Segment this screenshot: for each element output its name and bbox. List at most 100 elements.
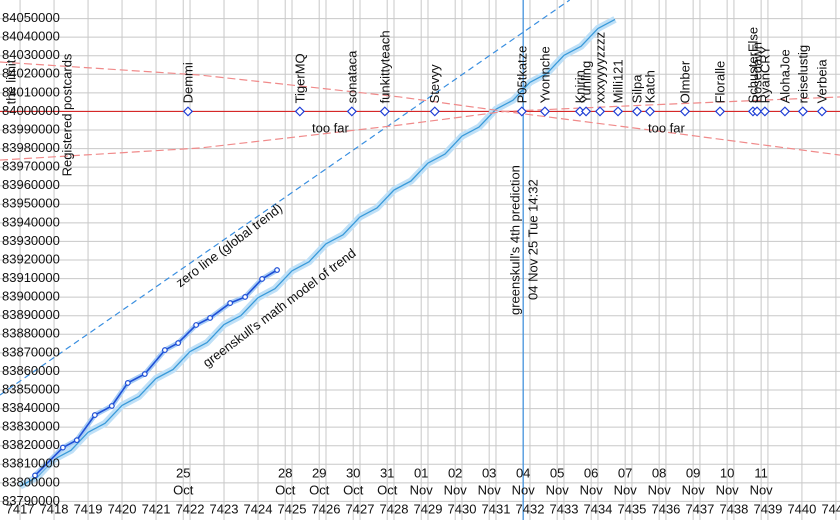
x-tick-label: 7429	[414, 501, 443, 516]
x-tick-label: 7435	[617, 501, 646, 516]
date-day-label: 05	[550, 465, 564, 480]
person-marker	[751, 106, 763, 117]
x-tick-label: 7438	[719, 501, 748, 516]
date-day-label: 31	[380, 465, 394, 480]
y-tick-label: 83950000	[2, 196, 60, 211]
envelope-line	[0, 61, 840, 156]
observed-point	[207, 315, 213, 321]
observed-point	[73, 437, 80, 444]
y-tick-label: 83910000	[2, 270, 60, 285]
person-label: Silpa	[629, 74, 644, 104]
person-label: Knirin	[572, 70, 587, 103]
y-tick-label: 83930000	[2, 233, 60, 248]
person-marker	[182, 106, 194, 117]
y-tick-label: 83810000	[2, 456, 60, 471]
person-label: sonataca	[344, 50, 359, 104]
date-day-label: 09	[686, 465, 700, 480]
y-tick-label: 83960000	[2, 177, 60, 192]
annotation: too far	[312, 120, 350, 135]
date-month-label: Nov	[410, 482, 434, 497]
x-tick-label: 7423	[210, 501, 239, 516]
observed-point	[108, 403, 115, 409]
person-marker	[346, 106, 357, 117]
date-month-label: Oct	[377, 482, 398, 497]
observed-point	[91, 412, 98, 418]
person-marker	[797, 106, 809, 117]
y-tick-label: 83940000	[2, 214, 60, 229]
y-tick-label: 84040000	[2, 29, 60, 44]
y-tick-label: 83890000	[2, 307, 60, 322]
person-marker	[714, 106, 726, 117]
y-tick-label: 83870000	[2, 344, 60, 359]
x-tick-label: 7420	[108, 501, 137, 516]
y-tick-label: 84010000	[2, 84, 60, 99]
date-month-label: Nov	[478, 482, 502, 497]
observed-point	[32, 472, 38, 479]
observed-point	[175, 340, 182, 346]
x-tick-label: 7437	[685, 501, 714, 516]
x-tick-label: 7441	[821, 501, 840, 516]
person-marker	[379, 106, 390, 117]
prediction-date: 04 Nov 25 Tue 14:32	[526, 179, 541, 300]
y-tick-label: 83990000	[2, 121, 60, 136]
person-label: Stevyy	[427, 64, 442, 104]
date-month-label: Oct	[173, 482, 194, 497]
date-month-label: Oct	[343, 482, 364, 497]
person-marker	[580, 106, 592, 117]
date-day-label: 30	[346, 465, 360, 480]
y-tick-label: 83850000	[2, 381, 60, 396]
date-day-label: 03	[482, 465, 496, 480]
person-label: Verbeia	[814, 59, 829, 104]
model-line	[19, 18, 616, 487]
y-tick-label: 83830000	[2, 419, 60, 434]
observed-point	[227, 300, 234, 306]
y-tick-label: 83800000	[2, 474, 60, 489]
y-axis-title: Registered postcards	[59, 53, 74, 176]
y-tick-label: 83970000	[2, 159, 60, 174]
date-month-label: Oct	[309, 482, 330, 497]
person-marker	[759, 106, 770, 117]
person-marker	[816, 106, 828, 117]
y-tick-label: 84000000	[2, 103, 60, 118]
person-label: Olmber	[677, 60, 692, 103]
x-tick-label: 7434	[583, 501, 612, 516]
person-label: Yvonnche	[537, 46, 552, 103]
date-month-label: Nov	[546, 482, 570, 497]
x-tick-label: 7417	[6, 501, 35, 516]
person-marker	[539, 106, 551, 117]
x-tick-label: 7436	[651, 501, 680, 516]
y-tick-label: 83790000	[2, 493, 60, 508]
date-day-label: 29	[312, 465, 326, 480]
prediction-label: greenskull's 4th prediction	[508, 165, 523, 315]
zero-line	[0, 0, 571, 396]
person-label: Floralle	[712, 61, 727, 104]
person-marker	[429, 106, 440, 117]
y-tick-label: 83860000	[2, 363, 60, 378]
date-month-label: Nov	[580, 482, 604, 497]
person-marker	[294, 106, 305, 117]
x-tick-label: 7426	[312, 501, 341, 516]
y-tick-label: 84050000	[2, 10, 60, 25]
x-tick-label: 7424	[244, 501, 273, 516]
person-label: P05tkatze	[514, 46, 529, 104]
x-tick-label: 7439	[753, 501, 782, 516]
date-day-label: 25	[176, 465, 190, 480]
person-marker	[612, 106, 624, 117]
observed-point	[161, 347, 168, 353]
person-label: reiselustig	[795, 45, 810, 104]
envelope-line	[0, 96, 840, 161]
date-month-label: Nov	[750, 482, 774, 497]
date-day-label: 01	[414, 465, 428, 480]
y-tick-label: 83920000	[2, 251, 60, 266]
person-label: Rosedawn	[749, 42, 764, 103]
annotation: too far	[648, 120, 686, 135]
x-tick-label: 7432	[516, 501, 545, 516]
x-tick-label: 7425	[278, 501, 307, 516]
date-day-label: 10	[720, 465, 734, 480]
x-tick-label: 7421	[142, 501, 171, 516]
person-label: Yunling	[578, 61, 593, 104]
x-tick-label: 7427	[346, 501, 375, 516]
limit-label: the limit	[3, 59, 18, 104]
x-tick-label: 7433	[550, 501, 579, 516]
